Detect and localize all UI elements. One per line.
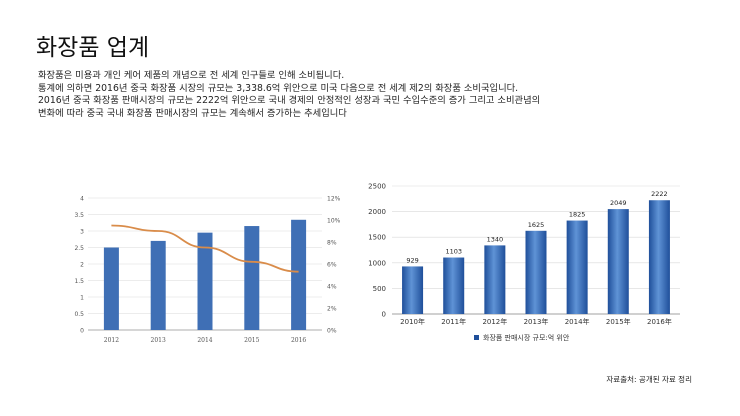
data-label: 929 <box>406 256 418 264</box>
data-label: 1825 <box>569 211 586 219</box>
bar <box>291 219 307 330</box>
bar <box>197 232 213 330</box>
y2-tick-label: 10% <box>327 218 341 225</box>
y-tick-label: 2000 <box>368 208 386 216</box>
bar <box>484 245 506 314</box>
y2-tick-label: 2% <box>327 306 337 313</box>
series-line <box>111 224 299 273</box>
y-tick-label: 1.5 <box>74 278 84 285</box>
bar <box>525 230 547 314</box>
y-tick-label: 4 <box>80 196 84 203</box>
bar <box>648 200 670 314</box>
description-line: 2016년 중국 화장품 판매시장의 규모는 2222억 위안으로 국내 경제의… <box>38 95 541 107</box>
source-note: 자료출처: 공개된 자료 정리 <box>606 375 692 384</box>
description-line: 통계에 의하면 2016년 중국 화장품 시장의 규모는 3,338.6억 위안… <box>38 82 519 94</box>
y-tick-label: 2500 <box>368 183 386 191</box>
bar <box>150 240 166 330</box>
y-tick-label: 1500 <box>368 234 386 242</box>
x-tick-label: 2013 <box>151 337 166 344</box>
y2-tick-label: 4% <box>327 284 337 291</box>
x-tick-label: 2014年 <box>565 317 590 326</box>
bar <box>103 247 119 330</box>
x-tick-label: 2012 <box>104 337 119 344</box>
bar <box>402 266 424 314</box>
y-tick-label: 3.5 <box>74 212 84 219</box>
y-tick-label: 1 <box>80 295 84 302</box>
bar <box>566 220 588 314</box>
x-tick-label: 2016 <box>291 337 306 344</box>
y2-tick-label: 0% <box>327 328 337 335</box>
description-line: 화장품은 미용과 개인 케어 제품의 개념으로 전 세계 인구들로 인해 소비됩… <box>38 70 345 81</box>
y-tick-label: 3 <box>80 229 84 236</box>
data-label: 2222 <box>651 190 668 198</box>
x-tick-label: 2015年 <box>606 317 631 326</box>
data-label: 1103 <box>445 248 462 256</box>
y-tick-label: 500 <box>373 285 386 293</box>
y-tick-label: 0.5 <box>74 311 84 318</box>
y-tick-label: 1000 <box>368 259 386 267</box>
y2-tick-label: 8% <box>327 240 337 247</box>
legend-label: 화장품 판매시장 규모:억 위안 <box>483 333 570 342</box>
x-tick-label: 2014 <box>197 337 212 344</box>
bar <box>244 226 260 330</box>
y-tick-label: 0 <box>382 311 386 319</box>
x-tick-label: 2016年 <box>647 317 672 326</box>
legend-swatch <box>474 335 479 340</box>
x-tick-label: 2013年 <box>524 317 549 326</box>
y-tick-label: 2.5 <box>74 245 84 252</box>
bar <box>607 209 629 314</box>
china-cosmetics-market-chart: 0 0.5 1 1.5 2 2.5 3 3.5 4 0% 2% 4% 6% 8% 10% 12% 2012 201… <box>74 196 341 345</box>
y2-tick-label: 6% <box>327 262 337 269</box>
x-tick-label: 2011年 <box>441 317 466 326</box>
y2-tick-label: 12% <box>327 196 341 203</box>
x-tick-label: 2010年 <box>400 317 425 326</box>
y-tick-label: 0 <box>80 328 84 335</box>
data-label: 1625 <box>528 221 545 229</box>
bar <box>443 257 465 314</box>
data-label: 2049 <box>610 199 627 207</box>
y-tick-label: 2 <box>80 262 84 269</box>
x-tick-label: 2012年 <box>482 317 507 326</box>
data-label: 1340 <box>487 235 504 243</box>
cosmetics-sales-market-chart: 0 500 1000 1500 2000 2500 929 2010年 1103 2011年 134… <box>368 183 680 342</box>
slide-description: 화장품은 미용과 개인 케어 제품의 개념으로 전 세계 인구들로 인해 소비됩… <box>38 70 718 120</box>
slide-title: 화장품 업계 <box>36 35 150 61</box>
x-tick-label: 2015 <box>244 337 259 344</box>
description-line: 변화에 따라 중국 국내 화장품 판매시장의 규모는 계속해서 증가하는 추세입… <box>38 107 347 119</box>
